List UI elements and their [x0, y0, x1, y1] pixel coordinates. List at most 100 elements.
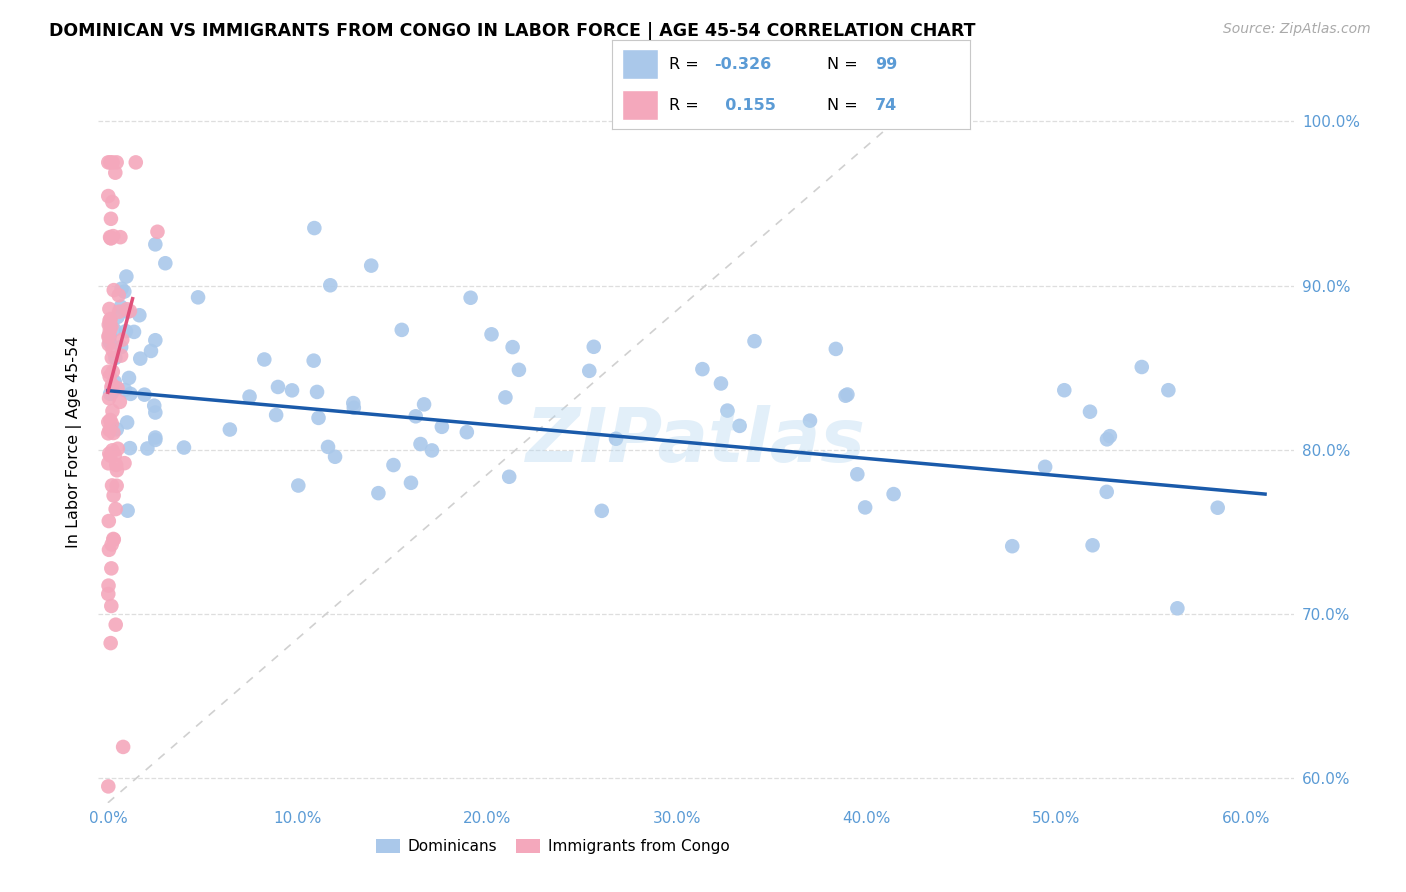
- Point: [101, 351, 124, 365]
- Point: [146, 225, 169, 239]
- Point: [97, 587, 120, 601]
- Point: [100, 312, 122, 326]
- Point: [837, 387, 859, 401]
- Point: [382, 458, 405, 472]
- Point: [101, 365, 124, 379]
- Point: [305, 384, 328, 399]
- Text: DOMINICAN VS IMMIGRANTS FROM CONGO IN LABOR FORCE | AGE 45-54 CORRELATION CHART: DOMINICAN VS IMMIGRANTS FROM CONGO IN LA…: [49, 22, 976, 40]
- Point: [100, 231, 122, 245]
- Point: [97, 415, 120, 429]
- Point: [97, 426, 120, 441]
- Point: [103, 283, 125, 297]
- Point: [104, 375, 127, 389]
- Point: [125, 155, 148, 169]
- Point: [853, 500, 876, 515]
- Point: [104, 502, 127, 516]
- Point: [111, 333, 134, 347]
- Point: [110, 340, 132, 354]
- Point: [360, 259, 382, 273]
- Text: N =: N =: [827, 57, 863, 71]
- Point: [101, 417, 124, 431]
- Point: [100, 561, 122, 575]
- Point: [101, 443, 124, 458]
- Point: [834, 389, 856, 403]
- Point: [98, 447, 121, 461]
- Point: [405, 409, 427, 424]
- Point: [98, 542, 121, 557]
- Point: [98, 155, 121, 169]
- Point: [343, 401, 366, 415]
- Point: [110, 230, 132, 244]
- Point: [1206, 500, 1229, 515]
- Point: [98, 318, 121, 332]
- Point: [97, 456, 120, 470]
- Point: [728, 418, 751, 433]
- Point: [115, 416, 138, 430]
- Point: [98, 369, 121, 384]
- Point: [108, 304, 131, 318]
- Point: [105, 458, 128, 472]
- Point: [716, 403, 738, 417]
- Point: [253, 352, 276, 367]
- Legend: Dominicans, Immigrants from Congo: Dominicans, Immigrants from Congo: [370, 832, 735, 860]
- Point: [101, 404, 124, 418]
- Point: [101, 377, 124, 392]
- Point: [413, 397, 436, 411]
- Point: [103, 323, 125, 337]
- Point: [103, 425, 125, 440]
- Point: [1095, 433, 1118, 447]
- Point: [582, 340, 605, 354]
- Text: 74: 74: [875, 98, 897, 112]
- Point: [101, 194, 124, 209]
- Point: [1098, 429, 1121, 443]
- Point: [883, 487, 905, 501]
- Point: [101, 478, 124, 492]
- Point: [103, 489, 125, 503]
- Point: [391, 323, 413, 337]
- Point: [104, 166, 127, 180]
- Point: [101, 343, 124, 357]
- Point: [98, 449, 121, 463]
- Point: [281, 384, 304, 398]
- Point: [115, 302, 138, 317]
- Point: [824, 342, 846, 356]
- Point: [494, 391, 516, 405]
- Point: [1166, 601, 1188, 615]
- Text: N =: N =: [827, 98, 863, 112]
- Point: [98, 423, 121, 437]
- Point: [115, 269, 138, 284]
- Point: [101, 229, 124, 244]
- Point: [97, 579, 120, 593]
- Point: [302, 353, 325, 368]
- Point: [1095, 484, 1118, 499]
- Point: [104, 617, 127, 632]
- Point: [304, 221, 326, 235]
- Point: [120, 387, 142, 401]
- Point: [264, 408, 287, 422]
- Point: [143, 405, 166, 419]
- Point: [107, 442, 129, 456]
- Point: [143, 430, 166, 444]
- Point: [98, 413, 121, 427]
- Point: [319, 278, 342, 293]
- Point: [578, 364, 600, 378]
- Point: [104, 351, 127, 365]
- Point: [799, 414, 821, 428]
- Point: [128, 308, 150, 322]
- Point: [97, 780, 120, 794]
- Point: [456, 425, 478, 440]
- Point: [1001, 539, 1024, 553]
- Point: [118, 304, 141, 318]
- Point: [287, 478, 309, 492]
- Point: [105, 155, 128, 169]
- Point: [107, 381, 129, 395]
- Point: [100, 380, 122, 394]
- Y-axis label: In Labor Force | Age 45-54: In Labor Force | Age 45-54: [66, 335, 83, 548]
- Text: 0.155: 0.155: [714, 98, 776, 112]
- Point: [238, 390, 260, 404]
- Point: [122, 325, 145, 339]
- Point: [134, 387, 156, 401]
- Point: [605, 432, 627, 446]
- Point: [114, 456, 136, 470]
- Text: ZIPatlas: ZIPatlas: [526, 405, 866, 478]
